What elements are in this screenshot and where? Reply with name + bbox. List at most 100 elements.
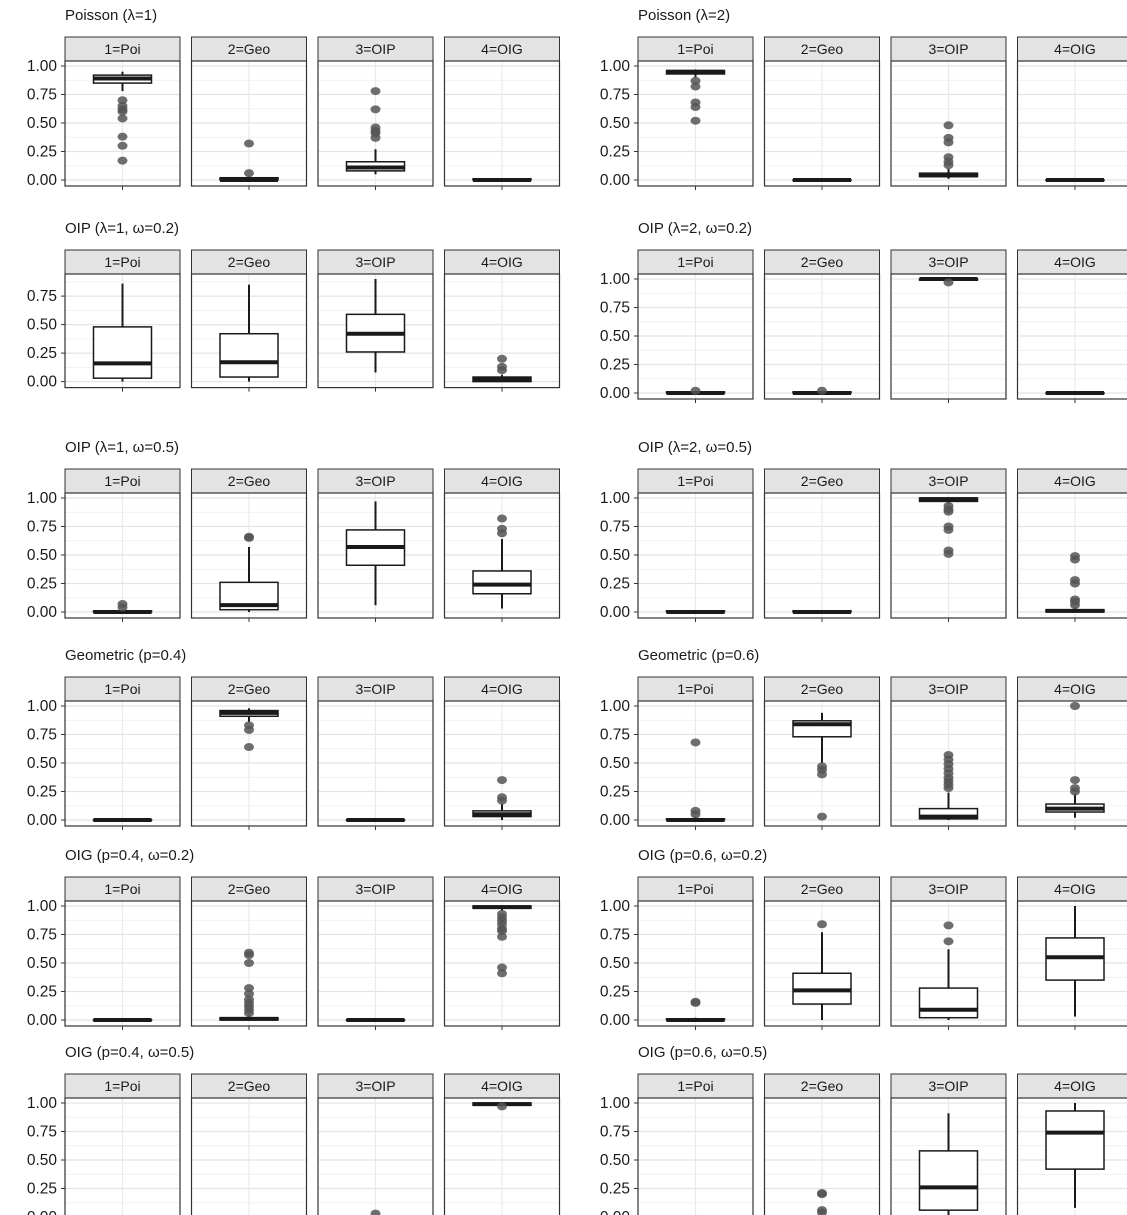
outlier-point xyxy=(943,525,954,534)
chart-7: Geometric (p=0.4) 0.00 0.25 0.50 0.75 1.00 1=P… xyxy=(27,647,561,830)
y-tick-label: 0.00 xyxy=(600,1012,631,1029)
facet-label: 3=OIP xyxy=(355,254,395,270)
facet-strip xyxy=(64,36,181,62)
facet-strip xyxy=(64,676,181,702)
facet-label: 4=OIG xyxy=(481,254,523,270)
y-tick-label: 0.00 xyxy=(600,1209,631,1215)
y-tick-label: 0.00 xyxy=(27,374,58,391)
facet-label: 4=OIG xyxy=(481,681,523,697)
outlier-point xyxy=(497,963,507,972)
facet-panel: 1=Poi xyxy=(64,1073,181,1215)
y-tick-label: 0.25 xyxy=(600,784,630,801)
facet-panel: 4=OIG xyxy=(1016,876,1127,1030)
y-tick-label: 0.25 xyxy=(600,1181,630,1198)
facet-label: 4=OIG xyxy=(1054,254,1096,270)
chart-6: OIP (λ=2, ω=0.5) 0.00 0.25 0.50 0.75 1.00 1=Po… xyxy=(600,439,1127,622)
outlier-point xyxy=(817,1189,827,1198)
facet-strip xyxy=(1017,249,1127,275)
outlier-point xyxy=(690,997,701,1006)
panel-border xyxy=(190,1097,308,1215)
chart-title: OIP (λ=2, ω=0.5) xyxy=(638,439,752,456)
y-tick-label: 0.50 xyxy=(600,755,631,772)
y-tick-label: 0.25 xyxy=(27,144,57,161)
facet-strip xyxy=(317,1073,434,1099)
facet-panel: 3=OIP xyxy=(317,36,434,190)
y-tick-label: 0.00 xyxy=(27,604,58,621)
facet-label: 4=OIG xyxy=(481,473,523,489)
facet-label: 4=OIG xyxy=(1054,1078,1096,1094)
facet-panel: 2=Geo xyxy=(763,468,881,622)
y-tick-label: 0.25 xyxy=(600,576,630,593)
y-tick-label: 0.50 xyxy=(27,1152,58,1169)
outlier-point xyxy=(943,549,954,558)
facet-label: 1=Poi xyxy=(104,473,140,489)
y-tick-label: 0.75 xyxy=(27,288,57,305)
iqr-box xyxy=(92,326,153,379)
facet-label: 3=OIP xyxy=(928,1078,968,1094)
facet-strip xyxy=(637,36,754,62)
facet-label: 4=OIG xyxy=(481,881,523,897)
facet-label: 1=Poi xyxy=(104,1078,140,1094)
facet-label: 1=Poi xyxy=(677,254,713,270)
facet-strip xyxy=(317,876,434,902)
outlier-point xyxy=(370,105,381,114)
y-tick-label: 0.50 xyxy=(27,115,58,132)
outlier-point xyxy=(943,153,954,162)
chart-title: OIG (p=0.6, ω=0.2) xyxy=(638,847,767,864)
facet-strip xyxy=(890,876,1007,902)
facet-label: 3=OIP xyxy=(928,254,968,270)
facet-label: 4=OIG xyxy=(481,1078,523,1094)
facet-panel: 3=OIP xyxy=(317,468,434,622)
facet-strip xyxy=(637,676,754,702)
facet-panel: 1=Poi xyxy=(637,676,754,830)
facet-panel: 2=Geo xyxy=(763,676,881,830)
outlier-point xyxy=(1070,784,1080,793)
outlier-point xyxy=(943,133,954,142)
facet-panel: 3=OIP xyxy=(890,468,1007,622)
facet-panel: 4=OIG xyxy=(443,876,561,1030)
facet-panel: 4=OIG xyxy=(443,249,561,392)
iqr-box xyxy=(219,332,279,378)
facet-strip xyxy=(317,676,434,702)
outlier-point xyxy=(690,103,701,112)
outlier-point xyxy=(1070,552,1080,561)
facet-panel: 4=OIG xyxy=(1016,1073,1127,1215)
facet-strip xyxy=(764,676,880,702)
facet-panel: 1=Poi xyxy=(64,876,181,1030)
facet-panel: 1=Poi xyxy=(64,36,181,190)
outlier-point xyxy=(244,984,254,993)
facet-strip xyxy=(890,36,1007,62)
y-tick-label: 0.25 xyxy=(27,345,57,362)
outlier-point xyxy=(370,87,381,96)
facet-strip xyxy=(1017,468,1127,494)
facet-label: 2=Geo xyxy=(801,1078,844,1094)
facet-strip xyxy=(764,468,880,494)
chart-1: Poisson (λ=1) 0.00 0.25 0.50 0.75 1.00 1=Poi 2=… xyxy=(27,7,561,190)
y-tick-label: 0.75 xyxy=(27,1124,57,1141)
facet-label: 3=OIP xyxy=(355,473,395,489)
facet-label: 4=OIG xyxy=(1054,881,1096,897)
y-tick-label: 1.00 xyxy=(600,698,631,715)
y-tick-label: 0.25 xyxy=(27,784,57,801)
chart-2: Poisson (λ=2) 0.00 0.25 0.50 0.75 1.00 1=Poi 2=… xyxy=(600,7,1127,190)
outlier-point xyxy=(244,532,254,541)
outlier-point xyxy=(117,107,128,116)
facet-label: 1=Poi xyxy=(104,681,140,697)
facet-strip xyxy=(191,468,307,494)
outlier-point xyxy=(497,776,507,785)
chart-title: OIP (λ=2, ω=0.2) xyxy=(638,220,752,237)
y-tick-label: 1.00 xyxy=(600,1095,631,1112)
facet-label: 2=Geo xyxy=(228,254,271,270)
outlier-point xyxy=(817,1206,827,1215)
facet-strip xyxy=(1017,36,1127,62)
y-tick-label: 0.00 xyxy=(600,385,631,402)
outlier-point xyxy=(1070,776,1080,785)
outlier-point xyxy=(370,123,381,132)
outlier-point xyxy=(943,751,954,760)
y-tick-label: 0.75 xyxy=(27,727,57,744)
y-tick-label: 0.00 xyxy=(600,172,631,189)
facet-panel: 3=OIP xyxy=(317,876,434,1030)
facet-panel: 3=OIP xyxy=(890,249,1007,403)
facet-strip xyxy=(1017,1073,1127,1099)
